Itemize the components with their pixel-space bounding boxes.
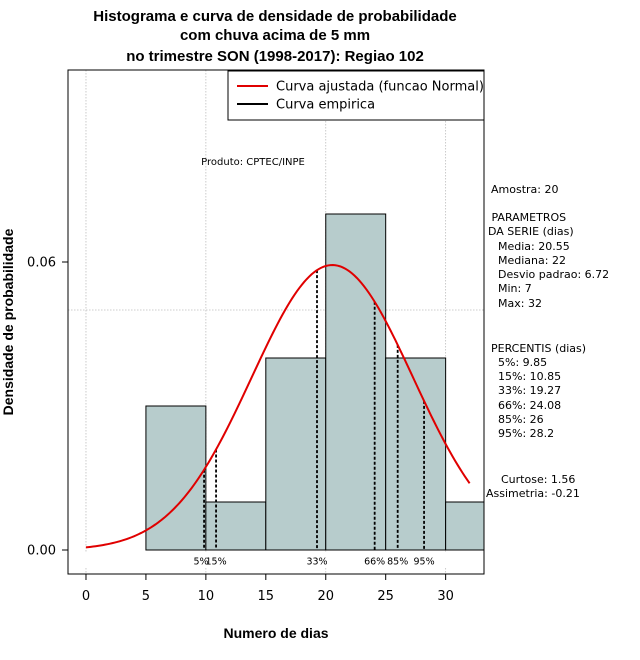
chart-title-line-2: com chuva acima de 5 mm [180, 27, 370, 44]
percentil-95: 95%: 28.2 [498, 427, 554, 440]
x-tick-label-25: 25 [377, 589, 394, 604]
legend-label-empirical: Curva empirica [276, 98, 375, 113]
histogram-bar-6 [445, 501, 485, 551]
product-label: Produto: CPTEC/INPE [201, 157, 305, 168]
params-title-line-2: DA SERIE (dias) [488, 225, 574, 238]
params-title-line-1: PARAMETROS [488, 211, 566, 224]
histogram-bar-5 [385, 357, 447, 551]
param-max: Max: 32 [498, 297, 542, 310]
legend-label-fitted: Curva ajustada (funcao Normal) [276, 80, 484, 95]
stats-panel: Amostra: 20 PARAMETROS DA SERIE (dias) M… [486, 183, 609, 500]
legend: Curva ajustada (funcao Normal) Curva emp… [227, 70, 485, 121]
x-tick-label-15: 15 [258, 589, 275, 604]
x-axis-title: Numero de dias [223, 625, 328, 641]
percentile-label-4: 85% [387, 557, 408, 568]
x-tick-label-20: 20 [317, 589, 334, 604]
x-tick-label-0: 0 [82, 589, 90, 604]
percentile-label-backdrop [69, 553, 483, 567]
percentile-label-3: 66% [364, 557, 385, 568]
param-stdev: Desvio padrao: 6.72 [498, 268, 609, 281]
histogram-bar-3 [265, 357, 327, 551]
skewness: Assimetria: -0.21 [486, 487, 580, 500]
y-tick-label-1: 0.06 [27, 256, 56, 271]
param-mean: Media: 20.55 [498, 240, 570, 253]
kurtosis: Curtose: 1.56 [501, 473, 575, 486]
y-axis: 0.00 0.06 [27, 256, 68, 559]
percentile-labels: 5%15% 33% 66% 85% 95% [69, 553, 483, 568]
percentile-label-1: 15% [205, 557, 226, 568]
percentile-label-2: 33% [306, 557, 327, 568]
x-tick-label-10: 10 [198, 589, 215, 604]
chart-title-line-3: no trimestre SON (1998-2017): Regiao 102 [126, 48, 424, 65]
percentis-title: PERCENTIS (dias) [491, 342, 586, 355]
histogram-bar-2 [205, 501, 267, 551]
histogram-bars [145, 213, 485, 551]
param-median: Mediana: 22 [498, 254, 566, 267]
y-axis-title: Densidade de probabilidade [0, 228, 16, 415]
x-axis: 0 5 10 15 20 25 30 [82, 574, 454, 604]
percentil-66: 66%: 24.08 [498, 399, 561, 412]
param-min: Min: 7 [498, 282, 532, 295]
normal-density-curve [85, 264, 471, 549]
sample-size: Amostra: 20 [491, 183, 558, 196]
legend-box [227, 70, 485, 121]
x-tick-label-30: 30 [437, 589, 454, 604]
chart-title-line-1: Histograma e curva de densidade de proba… [93, 8, 456, 25]
percentil-15: 15%: 10.85 [498, 370, 561, 383]
percentile-label-0: 5% [194, 557, 209, 568]
histogram-bar-4 [325, 213, 387, 551]
percentil-5: 5%: 9.85 [498, 356, 547, 369]
x-tick-label-5: 5 [142, 589, 150, 604]
histogram-bar-1 [145, 405, 207, 551]
percentile-label-5: 95% [413, 557, 434, 568]
percentil-33: 33%: 19.27 [498, 384, 561, 397]
percentil-85: 85%: 26 [498, 413, 544, 426]
percentile-lines [203, 270, 425, 550]
y-tick-label-0: 0.00 [27, 544, 56, 559]
plot-frame [67, 69, 485, 575]
